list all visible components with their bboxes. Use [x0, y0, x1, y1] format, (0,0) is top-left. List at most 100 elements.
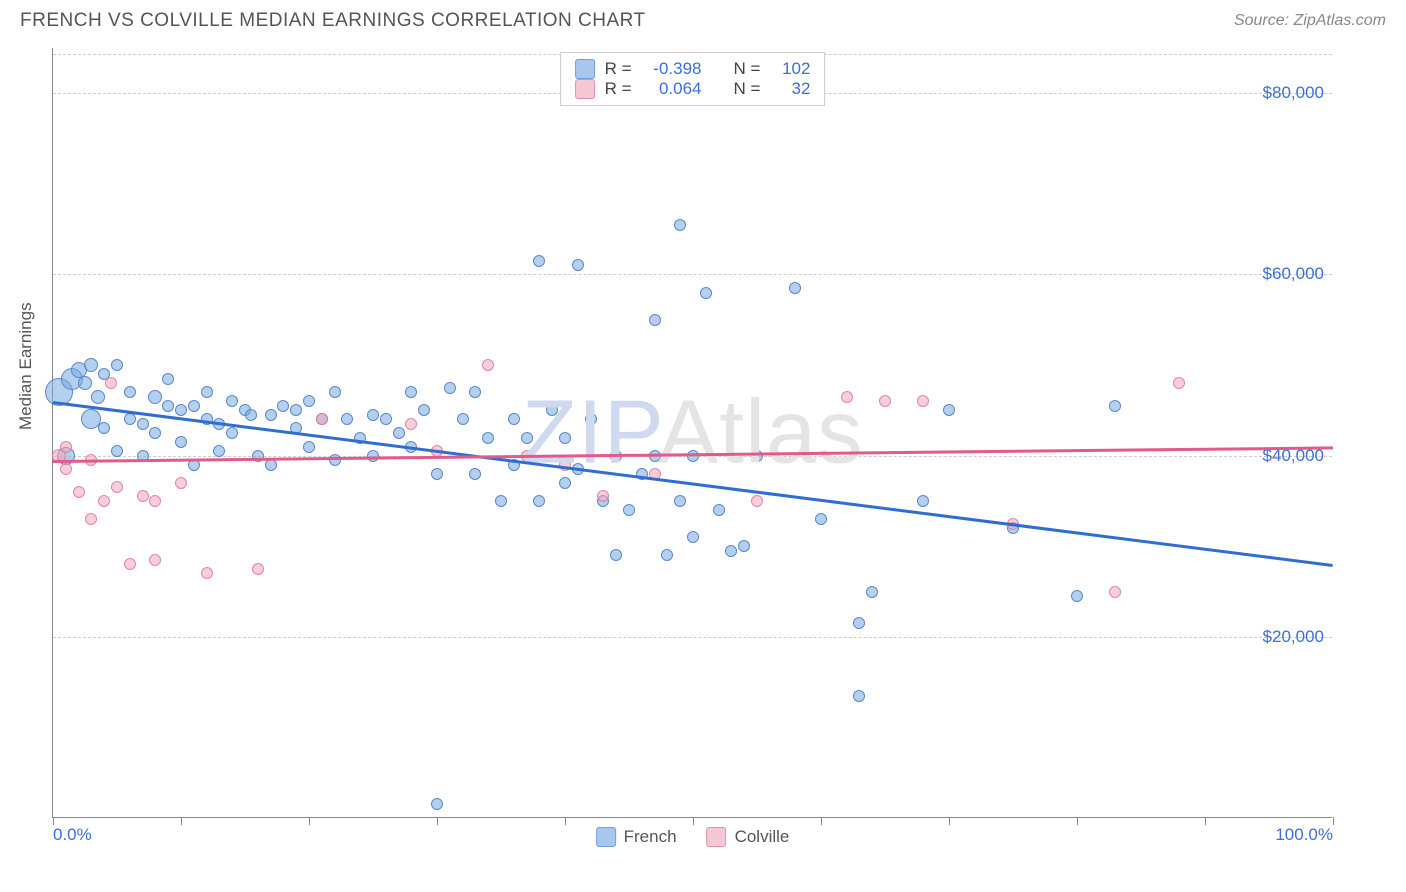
data-point — [148, 390, 162, 404]
data-point — [674, 219, 686, 231]
data-point — [943, 404, 955, 416]
data-point — [85, 513, 97, 525]
data-point — [105, 377, 117, 389]
gridline — [53, 274, 1332, 275]
data-point — [585, 413, 597, 425]
x-tick-label: 0.0% — [53, 825, 92, 845]
legend-item: Colville — [707, 827, 790, 847]
data-point — [1109, 400, 1121, 412]
data-point — [431, 468, 443, 480]
data-point — [124, 413, 136, 425]
data-point — [418, 404, 430, 416]
data-point — [879, 395, 891, 407]
data-point — [367, 409, 379, 421]
x-tick — [693, 817, 694, 825]
scatter-plot-area: ZIPAtlas R =-0.398N =102R =0.064N =32 Fr… — [52, 48, 1332, 818]
data-point — [226, 395, 238, 407]
data-point — [175, 404, 187, 416]
series-legend: FrenchColville — [596, 827, 790, 847]
data-point — [610, 549, 622, 561]
data-point — [431, 798, 443, 810]
data-point — [188, 400, 200, 412]
data-point — [405, 418, 417, 430]
data-point — [738, 540, 750, 552]
legend-series-name: Colville — [735, 827, 790, 847]
data-point — [482, 432, 494, 444]
legend-swatch — [575, 59, 595, 79]
data-point — [751, 450, 763, 462]
legend-n-value: 32 — [770, 79, 810, 99]
y-tick-label: $60,000 — [1263, 264, 1324, 284]
x-tick — [53, 817, 54, 825]
data-point — [137, 418, 149, 430]
correlation-legend: R =-0.398N =102R =0.064N =32 — [560, 52, 826, 106]
data-point — [572, 259, 584, 271]
x-tick-label: 100.0% — [1275, 825, 1333, 845]
data-point — [841, 391, 853, 403]
data-point — [546, 404, 558, 416]
data-point — [78, 376, 92, 390]
y-tick-label: $20,000 — [1263, 627, 1324, 647]
data-point — [469, 468, 481, 480]
data-point — [597, 490, 609, 502]
data-point — [405, 386, 417, 398]
data-point — [303, 395, 315, 407]
legend-swatch — [575, 79, 595, 99]
data-point — [917, 395, 929, 407]
chart-header: FRENCH VS COLVILLE MEDIAN EARNINGS CORRE… — [0, 0, 1406, 38]
data-point — [290, 404, 302, 416]
data-point — [533, 255, 545, 267]
x-tick — [437, 817, 438, 825]
data-point — [265, 409, 277, 421]
x-tick — [1077, 817, 1078, 825]
data-point — [124, 558, 136, 570]
data-point — [91, 390, 105, 404]
data-point — [201, 567, 213, 579]
data-point — [175, 436, 187, 448]
data-point — [559, 432, 571, 444]
data-point — [457, 413, 469, 425]
data-point — [111, 359, 123, 371]
legend-n-label: N = — [734, 59, 761, 79]
source-attribution: Source: ZipAtlas.com — [1234, 12, 1386, 30]
data-point — [469, 386, 481, 398]
x-tick — [181, 817, 182, 825]
data-point — [73, 486, 85, 498]
legend-n-label: N = — [734, 79, 761, 99]
data-point — [98, 495, 110, 507]
data-point — [559, 477, 571, 489]
data-point — [84, 358, 98, 372]
data-point — [866, 586, 878, 598]
data-point — [316, 413, 328, 425]
data-point — [725, 545, 737, 557]
data-point — [149, 427, 161, 439]
data-point — [713, 504, 725, 516]
data-point — [674, 495, 686, 507]
data-point — [111, 481, 123, 493]
data-point — [508, 413, 520, 425]
legend-swatch — [596, 827, 616, 847]
data-point — [495, 495, 507, 507]
data-point — [60, 463, 72, 475]
data-point — [789, 282, 801, 294]
data-point — [124, 386, 136, 398]
data-point — [1173, 377, 1185, 389]
data-point — [341, 413, 353, 425]
data-point — [111, 445, 123, 457]
watermark-part-a: ZIP — [522, 382, 658, 482]
data-point — [444, 382, 456, 394]
data-point — [201, 386, 213, 398]
gridline — [53, 637, 1332, 638]
x-tick — [1333, 817, 1334, 825]
data-point — [162, 400, 174, 412]
x-tick — [309, 817, 310, 825]
watermark-part-b: Atlas — [658, 382, 863, 482]
data-point — [1071, 590, 1083, 602]
legend-row: R =0.064N =32 — [575, 79, 811, 99]
data-point — [98, 422, 110, 434]
legend-r-label: R = — [605, 59, 632, 79]
data-point — [661, 549, 673, 561]
data-point — [521, 432, 533, 444]
legend-swatch — [707, 827, 727, 847]
data-point — [815, 513, 827, 525]
